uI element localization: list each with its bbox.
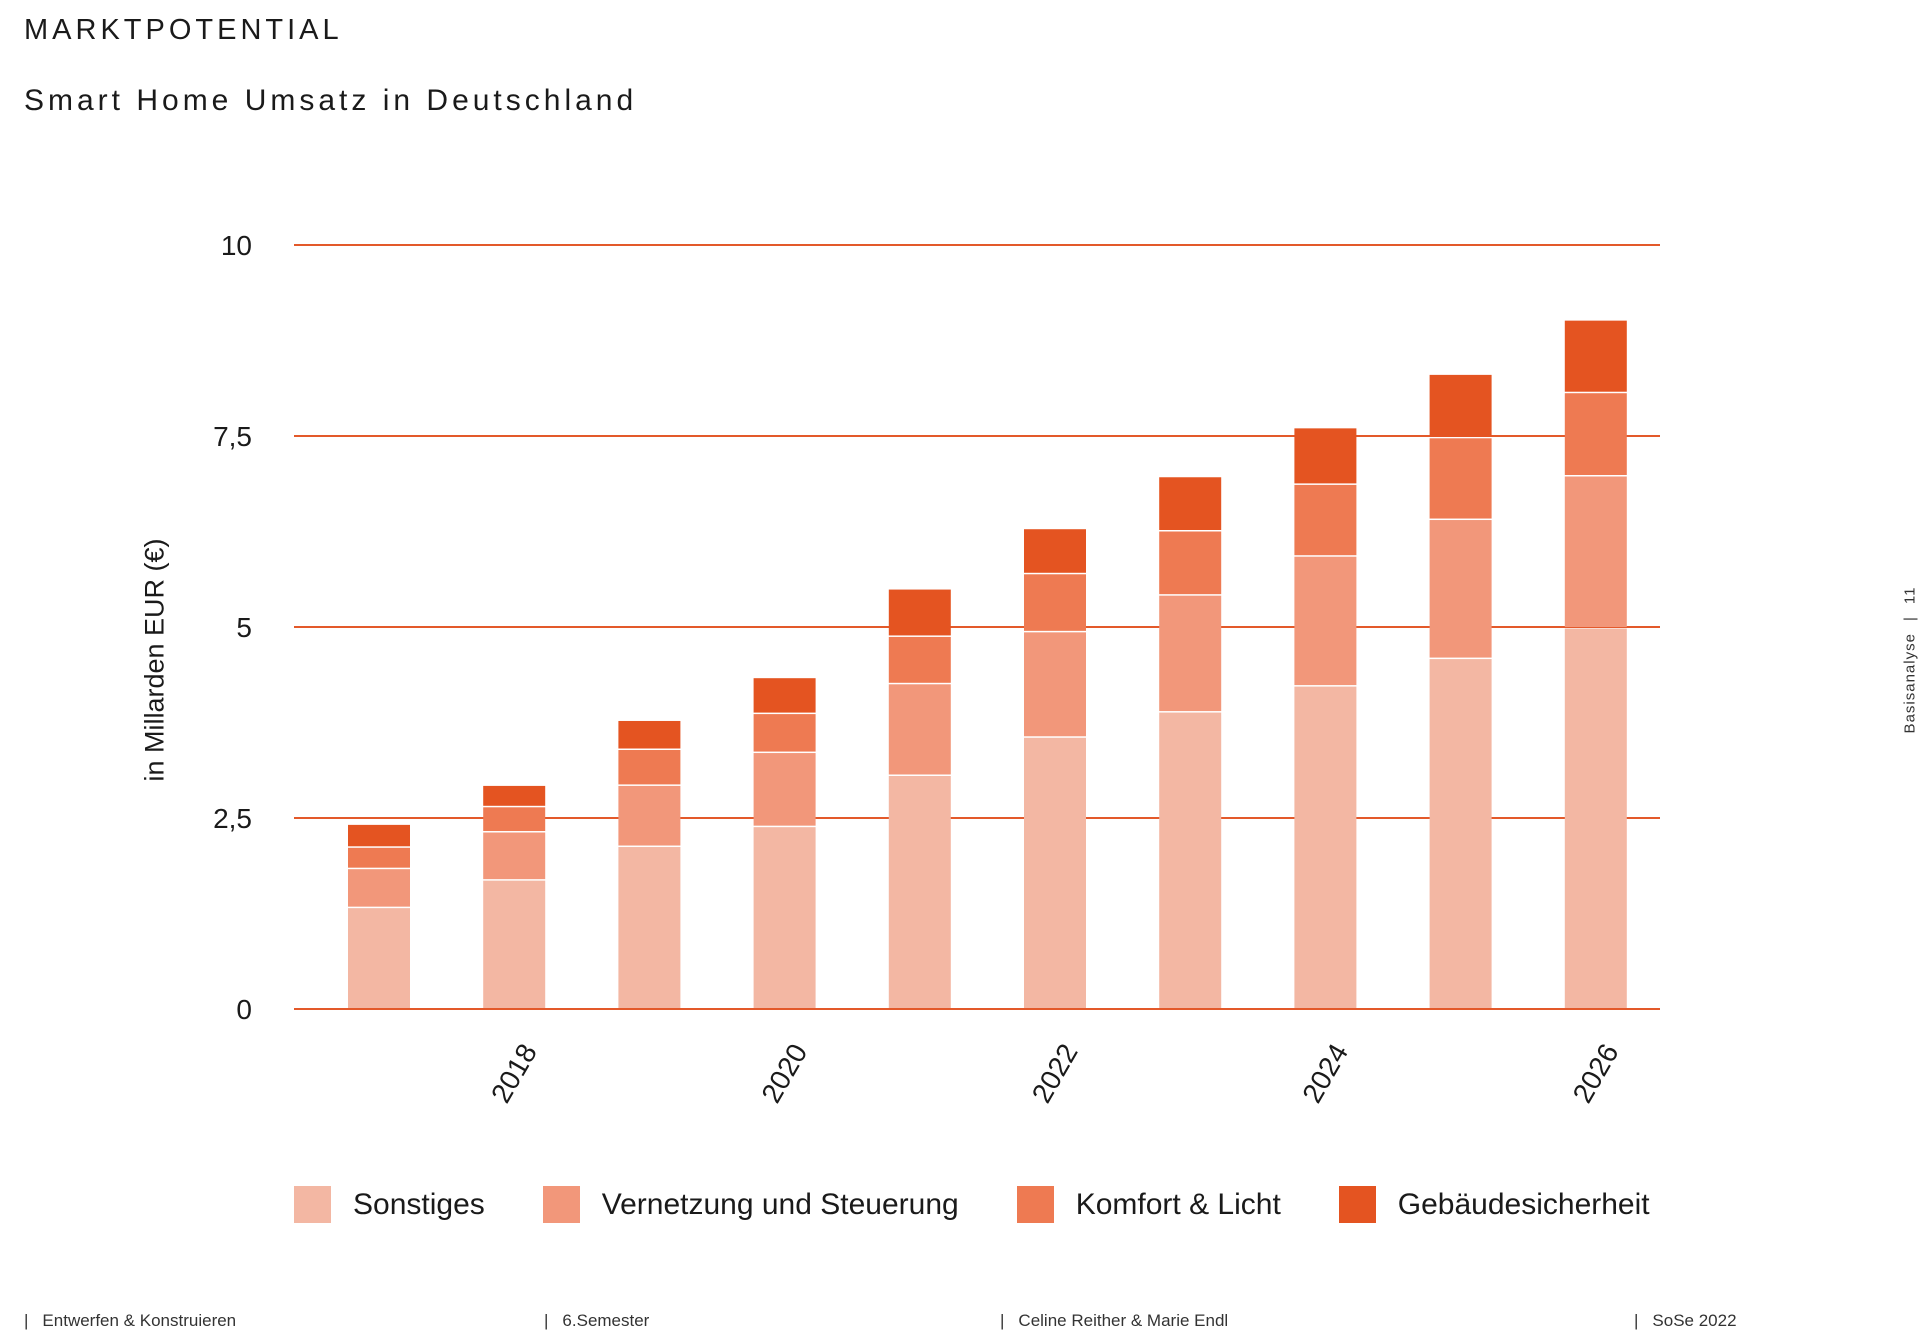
bar-segment [348, 824, 410, 847]
x-tick-label: 2020 [755, 1039, 813, 1108]
x-tick-label: 2026 [1567, 1039, 1625, 1108]
bar-segment [753, 714, 816, 752]
bar-segment [1564, 476, 1627, 628]
legend: Sonstiges Vernetzung und Steuerung Komfo… [294, 1186, 1650, 1223]
bar-segment [1294, 556, 1357, 686]
legend-label: Vernetzung und Steuerung [601, 1187, 959, 1221]
footer-course: | Entwerfen & Konstruieren [24, 1311, 236, 1331]
y-tick-label: 7,5 [213, 421, 252, 452]
bar-segment [1429, 659, 1492, 1009]
legend-label: Komfort & Licht [1075, 1187, 1281, 1221]
bar-segment [1159, 477, 1222, 530]
footer-separator: | [544, 1311, 549, 1330]
footer-term: | SoSe 2022 [1634, 1311, 1737, 1331]
bar-segment [753, 753, 816, 826]
bar-segment [1159, 531, 1222, 595]
legend-item-sonstiges: Sonstiges [294, 1186, 485, 1223]
legend-swatch-vernetzung [542, 1186, 580, 1223]
bar-segment [1024, 737, 1086, 1009]
bar-segment [753, 827, 816, 1009]
footer-semester: | 6.Semester [544, 1311, 649, 1331]
bar-segment [1564, 320, 1627, 392]
bar-segment [618, 720, 681, 749]
footer-separator: | [1000, 1311, 1005, 1330]
bar-segment [888, 589, 951, 636]
bar-segment [348, 908, 410, 1009]
y-tick-label: 0 [236, 994, 252, 1025]
side-separator: | [1901, 616, 1919, 622]
bar-segment [1294, 484, 1357, 556]
y-axis-label: in Millarden EUR (€) [139, 538, 170, 782]
y-tick-label: 5 [236, 612, 252, 643]
bar-segment [483, 785, 546, 806]
footer-semester-text: 6.Semester [562, 1311, 650, 1330]
legend-swatch-gebaeude [1338, 1186, 1376, 1223]
footer-term-text: SoSe 2022 [1652, 1311, 1737, 1330]
bar-segment [1294, 428, 1357, 484]
bar-segment [1564, 393, 1627, 475]
bar-segment [1159, 595, 1222, 712]
chart-title: Smart Home Umsatz in Deutschland [24, 84, 638, 117]
footer-authors: | Celine Reither & Marie Endl [1000, 1311, 1228, 1331]
bar-segment [618, 847, 681, 1009]
section-title: MARKTPOTENTIAL [24, 14, 343, 46]
side-page-label: Basisanalyse | 11 [1902, 587, 1919, 734]
bar-segment [1024, 574, 1086, 631]
bar-segment [888, 775, 951, 1009]
bar-segment [483, 807, 546, 832]
footer-authors-text: Celine Reither & Marie Endl [1018, 1311, 1229, 1330]
bar-segment [1429, 438, 1492, 519]
legend-label: Gebäudesicherheit [1397, 1187, 1650, 1221]
y-tick-label: 10 [221, 230, 252, 261]
bar-segment [483, 880, 546, 1009]
bar-segment [1294, 686, 1357, 1009]
y-tick-label: 2,5 [213, 803, 252, 834]
x-tick-label: 2024 [1296, 1039, 1354, 1108]
legend-item-vernetzung: Vernetzung und Steuerung [542, 1186, 959, 1223]
bar-segment [618, 785, 681, 846]
bar-segment [753, 678, 816, 713]
bar-segment [483, 832, 546, 880]
bar-segment [1024, 632, 1086, 737]
legend-swatch-sonstiges [294, 1186, 331, 1223]
x-tick-label: 2022 [1026, 1039, 1084, 1108]
bar-segment [1564, 628, 1627, 1009]
bar-segment [618, 750, 681, 785]
legend-swatch-komfort [1016, 1186, 1054, 1223]
x-tick-label: 2018 [485, 1039, 543, 1108]
bar-segment [888, 636, 951, 683]
footer-separator: | [1634, 1311, 1639, 1330]
bar-segment [348, 869, 410, 907]
bar-segment [888, 684, 951, 775]
bar-segment [1429, 374, 1492, 437]
page-number: 11 [1901, 586, 1919, 605]
bar-segment [348, 847, 410, 868]
bar-segment [1024, 529, 1086, 573]
side-section-name: Basisanalyse [1901, 633, 1919, 734]
footer-course-text: Entwerfen & Konstruieren [42, 1311, 237, 1330]
bar-segment [1429, 520, 1492, 658]
footer-separator: | [24, 1311, 29, 1330]
legend-label: Sonstiges [353, 1187, 485, 1221]
bar-segment [1159, 712, 1222, 1009]
legend-item-gebaeude: Gebäudesicherheit [1338, 1186, 1650, 1223]
legend-item-komfort: Komfort & Licht [1016, 1186, 1281, 1223]
